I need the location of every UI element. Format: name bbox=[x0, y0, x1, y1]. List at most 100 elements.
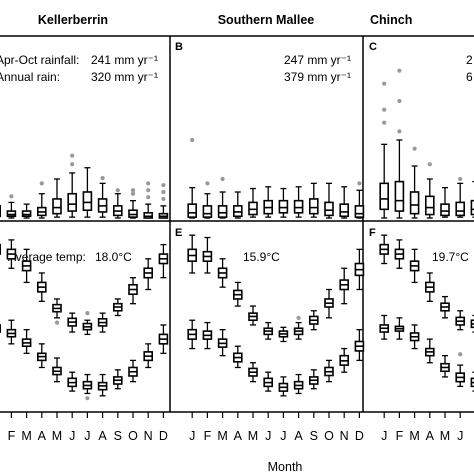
month-tick-label: J bbox=[69, 429, 75, 443]
box-0-0-7 bbox=[97, 176, 108, 218]
outlier-point bbox=[220, 176, 225, 182]
annot-a-line1-value: 241 mm yr⁻¹ bbox=[91, 53, 158, 67]
box-2-0-0 bbox=[379, 81, 390, 219]
box-iqr bbox=[143, 212, 153, 219]
box-5-0-0 bbox=[379, 234, 390, 265]
month-tick-label: M bbox=[217, 429, 227, 443]
box-iqr bbox=[339, 203, 350, 218]
annot-a-line2-value: 320 mm yr⁻¹ bbox=[91, 70, 158, 84]
outlier-point bbox=[146, 195, 151, 200]
box-5-1-1 bbox=[394, 317, 405, 340]
box-0-0-8 bbox=[113, 188, 123, 219]
outlier-point bbox=[100, 176, 105, 181]
box-4-1-10 bbox=[339, 347, 350, 373]
annot-f-line1-value: 19.7°C bbox=[432, 250, 469, 264]
month-tick-label: A bbox=[98, 429, 107, 443]
box-4-0-0 bbox=[187, 234, 197, 274]
box-2-0-1 bbox=[394, 68, 405, 219]
annot-c-line2-value: 6 bbox=[466, 70, 473, 84]
box-3-1-8 bbox=[113, 369, 123, 390]
box-3-0-4 bbox=[52, 298, 62, 325]
month-tick-label: M bbox=[409, 429, 419, 443]
box-3-0-6 bbox=[82, 311, 93, 336]
box-5-1-0 bbox=[379, 314, 390, 340]
outlier-point bbox=[412, 146, 417, 151]
box-iqr bbox=[217, 205, 228, 218]
month-tick-label: A bbox=[294, 429, 303, 443]
month-tick-label: A bbox=[38, 429, 47, 443]
outlier-point bbox=[190, 137, 195, 143]
box-2-0-4 bbox=[440, 187, 450, 218]
outlier-point bbox=[85, 396, 90, 401]
month-tick-label: D bbox=[355, 429, 364, 443]
outlier-point bbox=[130, 188, 136, 193]
box-5-0-2 bbox=[409, 248, 420, 284]
box-3-1-9 bbox=[128, 359, 138, 383]
outlier-point bbox=[357, 181, 362, 186]
box-3-0-11 bbox=[158, 243, 169, 279]
box-1-0-7 bbox=[293, 186, 304, 218]
box-iqr bbox=[52, 198, 62, 215]
box-3-1-6 bbox=[82, 373, 93, 401]
panel-label-f: F bbox=[369, 227, 376, 239]
box-iqr bbox=[470, 199, 474, 216]
box-0-0-2 bbox=[21, 203, 32, 219]
month-tick-label: J bbox=[189, 429, 195, 443]
box-3-1-5 bbox=[67, 371, 77, 392]
month-tick-label: O bbox=[324, 429, 334, 443]
outlier-point bbox=[382, 120, 387, 125]
box-0-0-5 bbox=[67, 153, 77, 218]
outlier-point bbox=[70, 162, 75, 167]
box-iqr bbox=[128, 209, 138, 218]
box-0-0-9 bbox=[128, 188, 138, 219]
panel-label-b: B bbox=[175, 41, 183, 53]
box-1-0-9 bbox=[324, 182, 334, 219]
box-3-1-10 bbox=[143, 343, 153, 369]
box-2-0-5 bbox=[455, 176, 466, 218]
month-tick-label: J bbox=[381, 429, 387, 443]
month-tick-label: O bbox=[128, 429, 138, 443]
box-4-1-5 bbox=[263, 371, 274, 392]
month-tick-label: J bbox=[84, 429, 90, 443]
month-tick-label: M bbox=[248, 429, 258, 443]
outlier-point bbox=[427, 162, 432, 167]
outlier-point bbox=[115, 188, 120, 193]
box-3-0-9 bbox=[128, 277, 138, 305]
annot-d-line1-value: 18.0°C bbox=[95, 250, 132, 264]
box-5-1-2 bbox=[409, 324, 420, 350]
box-4-0-9 bbox=[324, 288, 334, 319]
month-tick-label: J bbox=[280, 429, 286, 443]
panel-2-boxes bbox=[379, 68, 474, 219]
outlier-point bbox=[130, 191, 136, 196]
box-4-0-6 bbox=[278, 326, 289, 343]
box-iqr bbox=[440, 203, 450, 217]
month-tick-label: J bbox=[457, 429, 463, 443]
box-4-1-1 bbox=[202, 321, 213, 350]
box-5-0-1 bbox=[394, 239, 405, 269]
month-tick-label: S bbox=[114, 429, 122, 443]
box-iqr bbox=[324, 201, 334, 217]
box-iqr bbox=[293, 199, 304, 214]
outlier-point bbox=[146, 188, 151, 193]
box-4-0-1 bbox=[202, 236, 213, 274]
outlier-point bbox=[39, 181, 44, 186]
month-tick-label: M bbox=[440, 429, 450, 443]
box-iqr bbox=[379, 182, 390, 211]
box-5-0-5 bbox=[455, 310, 466, 331]
annot-d-line1-label: Average temp: bbox=[8, 250, 86, 264]
boxplot-marks bbox=[0, 68, 474, 401]
month-tick-label: F bbox=[396, 429, 404, 443]
month-tick-label: M bbox=[21, 429, 31, 443]
box-3-0-7 bbox=[97, 312, 108, 333]
panel-3-boxes bbox=[0, 239, 169, 401]
outlier-point bbox=[9, 194, 14, 199]
box-5-1-4 bbox=[440, 355, 450, 378]
outlier-point bbox=[397, 129, 402, 134]
outlier-point bbox=[146, 181, 151, 186]
outlier-point bbox=[458, 352, 463, 357]
box-4-0-11 bbox=[354, 248, 365, 291]
annot-b-line1-value: 247 mm yr⁻¹ bbox=[284, 53, 351, 67]
box-iqr bbox=[278, 199, 289, 214]
